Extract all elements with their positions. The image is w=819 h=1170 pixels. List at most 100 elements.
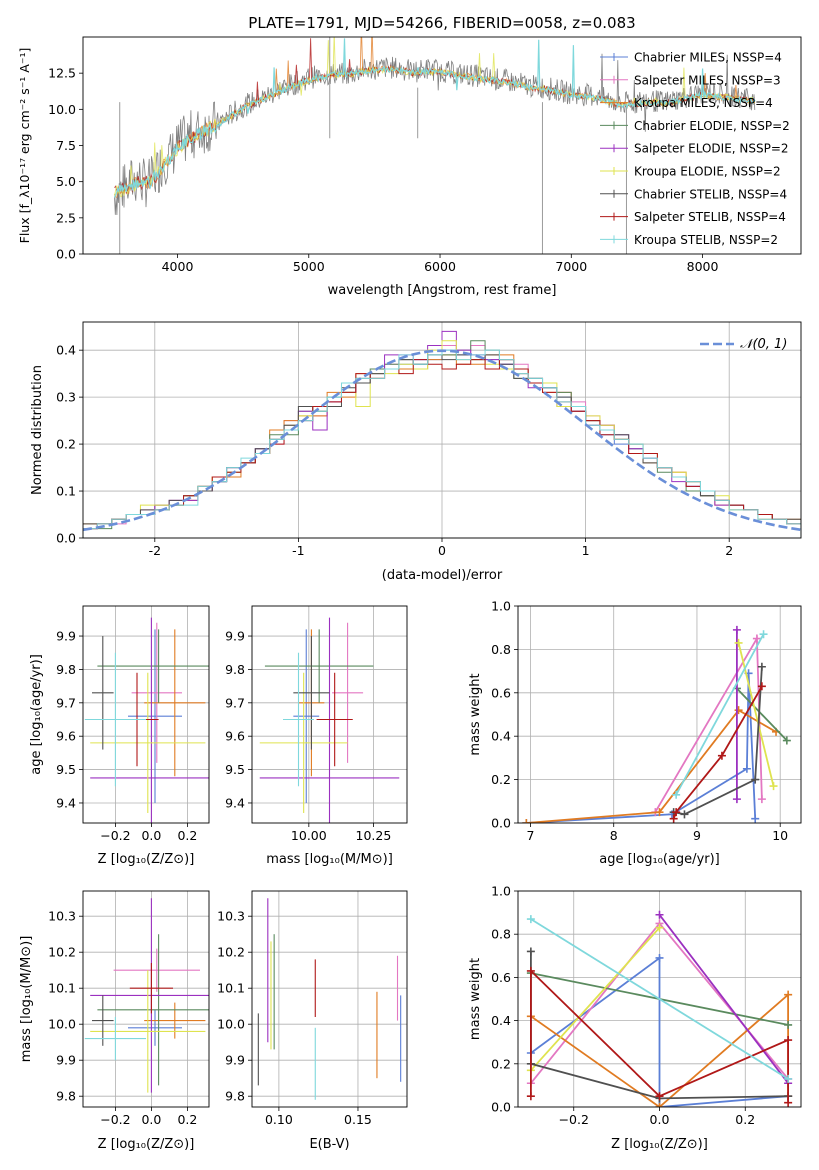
y-tick-label: 0.0 [491,816,511,831]
weight-marker [757,795,766,804]
y-axis-label: Normed distribution [30,365,45,495]
weight-series-line [672,685,763,820]
weight-marker [734,638,743,647]
weight-marker [672,790,681,799]
weight-marker [717,751,726,760]
weight-marker [784,1036,793,1045]
y-tick-label: 0.6 [491,970,511,985]
y-tick-label: 9.4 [225,795,245,810]
x-axis-label: Z [log₁₀(Z/Z⊙)] [98,852,195,867]
weight-lines [526,910,793,1107]
y-tick-label: 9.8 [225,1089,245,1104]
y-tick-label: 10.0 [48,1017,76,1032]
y-tick-label: 10.1 [217,981,245,996]
y-tick-label: 0.0 [56,247,76,262]
weight-marker [655,923,664,932]
weight-marker [672,808,681,817]
axes-panel-4: 10.00 10.25 9.4 9.5 9.6 9.7 9.8 9.9 [225,605,408,843]
weight-marker [680,810,689,819]
x-tick-label: 8 [610,828,618,843]
y-tick-label: 10.3 [48,909,76,924]
y-tick-label: 9.6 [56,729,76,744]
x-tick-label: 0.2 [735,1112,755,1127]
weight-marker [759,630,768,639]
y-tick-label: 9.8 [56,1089,76,1104]
weight-marker [732,625,741,634]
error-bars [84,898,209,1093]
weight-marker [784,1074,793,1083]
y-tick-label: 9.6 [225,729,245,744]
y-tick-label: 9.9 [56,629,76,644]
y-tick-label: 0.8 [491,927,511,942]
x-tick-label: 5000 [293,259,325,274]
legend-entry: Chabrier MILES, NSSP=4 [634,51,782,65]
x-tick-label: 0.0 [650,1112,670,1127]
legend: Chabrier MILES, NSSP=4 Salpeter MILES, NS… [600,51,790,247]
x-tick-label: -2 [149,543,161,558]
legend-entry: Salpeter MILES, NSSP=3 [634,73,781,87]
weight-series-line [526,673,757,823]
x-axis-label: Z [log₁₀(Z/Z⊙)] [611,1137,708,1152]
x-axis-label: Z [log₁₀(Z/Z⊙)] [98,1137,195,1152]
error-bars [259,617,400,823]
weight-marker [757,682,766,691]
y-tick-label: 9.9 [56,1053,76,1068]
y-tick-label: 1.0 [491,599,511,614]
legend-entry: Salpeter ELODIE, NSSP=2 [634,142,789,156]
x-tick-label: 10.00 [291,828,327,843]
y-tick-label: 0.2 [56,437,76,452]
chart-title: PLATE=1791, MJD=54266, FIBERID=0058, z=0… [248,14,635,32]
x-tick-label: 0.2 [177,1112,197,1127]
x-tick-label: −0.2 [100,1112,130,1127]
weight-marker [757,662,766,671]
y-axis-label: mass weight [468,673,483,755]
y-tick-label: 1.0 [491,884,511,899]
y-tick-label: 0.1 [56,484,76,499]
axes-frame [251,605,408,824]
weight-marker [742,764,751,773]
y-tick-label: 12.5 [48,66,76,81]
weight-series-line [530,927,661,1071]
x-axis-label: (data-model)/error [382,568,503,583]
axes-frame [82,890,210,1108]
x-tick-label: -1 [292,543,304,558]
y-tick-label: 5.0 [56,174,76,189]
axes-frame [82,36,802,255]
y-axis-label: Flux [f_λ10⁻¹⁷ erg cm⁻² s⁻¹ A⁻¹] [17,48,32,244]
weight-series-line [654,635,763,813]
y-tick-label: 9.7 [56,695,76,710]
x-axis-label: mass [log₁₀(M/M⊙)] [266,852,393,867]
weight-marker [526,915,535,924]
x-tick-label: 7 [527,828,535,843]
legend-entry: Kroupa STELIB, NSSP=2 [634,233,778,247]
weight-series-line [530,956,789,1107]
x-axis-label: wavelength [Angstrom, rest frame] [328,283,557,298]
y-tick-label: 9.9 [225,1053,245,1068]
axes-panel-5: 7 8 9 10 0.0 0.2 0.4 0.6 0.8 1.0 [491,599,802,843]
legend-entry-normal: 𝒩(0, 1) [740,337,787,352]
y-tick-label: 9.7 [225,695,245,710]
y-tick-label: 0.4 [491,1013,511,1028]
y-tick-label: 0.0 [491,1100,511,1115]
axes-frame [517,605,802,824]
weight-marker [784,1098,793,1107]
weight-marker [526,966,535,975]
weight-series-line [675,633,765,796]
weight-series-line [736,687,788,742]
weight-marker [782,736,791,745]
weight-marker [655,910,664,919]
weight-marker [784,1020,793,1029]
weight-marker [526,947,535,956]
x-tick-label: −0.2 [100,828,130,843]
y-tick-label: 2.5 [56,210,76,225]
legend-entry: Chabrier ELODIE, NSSP=2 [634,119,790,133]
axes-panel-2: -2 -1 0 1 2 0.0 0.1 0.2 0.3 0.4 [56,321,802,558]
legend-entry: Kroupa MILES, NSSP=4 [634,96,773,110]
weight-marker [784,990,793,999]
y-tick-label: 9.8 [56,662,76,677]
x-tick-label: 0.0 [141,1112,161,1127]
x-tick-label: 2 [725,543,733,558]
y-tick-label: 7.5 [56,138,76,153]
weight-marker [669,814,678,823]
